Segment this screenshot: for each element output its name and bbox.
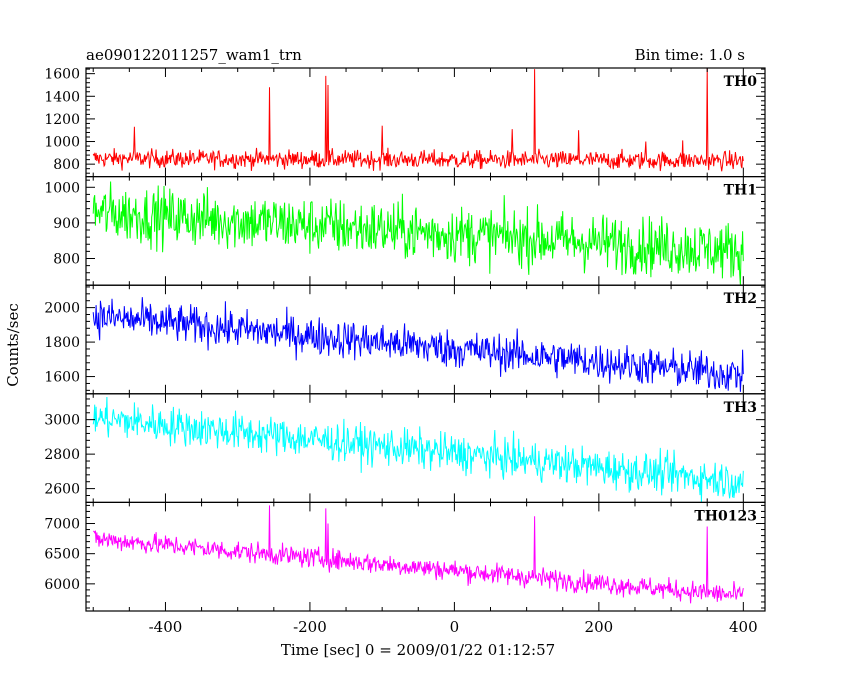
x-tick-label: 200 — [585, 618, 614, 636]
panel-label-th2: TH2 — [724, 291, 757, 307]
bin-time-label: Bin time: 1.0 s — [635, 46, 745, 64]
y-tick-label: 1600 — [44, 370, 80, 386]
panel-th3: 2600 2800 3000 TH3 — [44, 393, 766, 503]
x-tick-label: -200 — [293, 618, 327, 636]
y-tick-label: 7000 — [44, 517, 80, 533]
series-line-th1 — [92, 181, 744, 286]
panel-label-th1: TH1 — [724, 183, 757, 199]
y-tick-label: 1000 — [44, 135, 80, 151]
y-tick-label: 800 — [53, 157, 80, 173]
x-tick-label: -400 — [149, 618, 183, 636]
x-tick-label: 0 — [450, 618, 460, 636]
chart-title: ae090122011257_wam1_trn — [86, 46, 302, 64]
panel-frame — [85, 284, 766, 395]
y-tick-label: 2800 — [44, 447, 80, 463]
panel-th1: 800 900 1000 TH1 — [44, 176, 766, 286]
y-tick-label: 2000 — [44, 301, 80, 317]
y-axis-label: Counts/sec — [4, 303, 22, 387]
y-tick-label: 3000 — [44, 413, 80, 429]
y-tick-label: 1600 — [44, 67, 80, 83]
y-tick-label: 800 — [53, 251, 80, 267]
panel-label-th0: TH0 — [724, 74, 758, 90]
series-line-th3 — [92, 396, 744, 503]
y-tick-label: 1000 — [44, 180, 80, 196]
x-axis-label: Time [sec] 0 = 2009/01/22 01:12:57 — [281, 641, 555, 659]
panel-frame — [85, 501, 766, 612]
series-line-th0123 — [93, 505, 744, 604]
panel-th2: 1600 1800 2000 TH2 — [44, 284, 766, 395]
y-tick-label: 1800 — [44, 335, 80, 351]
panel-th0: 800 1000 1200 1400 1600 TH0 — [44, 67, 766, 178]
panel-th0123: 6000 6500 7000 TH0123 — [44, 501, 766, 612]
y-tick-label: 6000 — [44, 577, 80, 593]
panel-label-th3: TH3 — [724, 400, 757, 416]
x-tick-label: 400 — [729, 618, 758, 636]
y-tick-label: 2600 — [44, 482, 80, 498]
y-tick-label: 1200 — [44, 112, 80, 128]
y-tick-label: 900 — [53, 216, 80, 232]
y-tick-label: 1400 — [44, 89, 80, 105]
series-line-th0 — [92, 67, 744, 172]
x-axis: -400 -200 0 200 400 — [149, 618, 758, 636]
series-line-th2 — [92, 297, 744, 392]
y-tick-label: 6500 — [44, 547, 80, 563]
panel-label-th0123: TH0123 — [694, 508, 757, 524]
